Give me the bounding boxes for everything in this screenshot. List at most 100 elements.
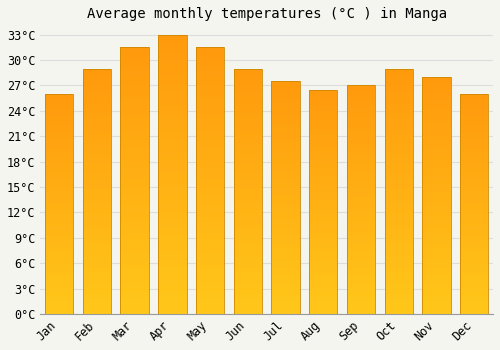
Bar [272, 128, 299, 130]
Bar [45, 151, 74, 153]
Bar [158, 96, 186, 99]
Bar [234, 243, 262, 245]
Bar [234, 231, 262, 233]
Bar [460, 305, 488, 307]
Bar [384, 312, 413, 314]
Bar [309, 195, 338, 197]
Bar [347, 243, 375, 245]
Bar [347, 106, 375, 108]
Bar [422, 300, 450, 302]
Bar [384, 223, 413, 225]
Bar [83, 152, 111, 154]
Bar [196, 101, 224, 103]
Bar [158, 71, 186, 74]
Bar [384, 216, 413, 218]
Bar [234, 145, 262, 147]
Bar [45, 114, 74, 116]
Bar [384, 167, 413, 169]
Bar [422, 257, 450, 259]
Bar [347, 259, 375, 261]
Bar [460, 226, 488, 228]
Bar [196, 263, 224, 266]
Bar [158, 35, 186, 37]
Bar [272, 167, 299, 170]
Bar [158, 121, 186, 124]
Bar [196, 301, 224, 303]
Bar [120, 229, 149, 231]
Bar [384, 105, 413, 108]
Bar [309, 253, 338, 256]
Bar [309, 117, 338, 119]
Bar [422, 129, 450, 132]
Bar [309, 188, 338, 191]
Bar [422, 93, 450, 96]
Bar [309, 168, 338, 170]
Bar [120, 199, 149, 202]
Bar [196, 106, 224, 109]
Bar [234, 294, 262, 297]
Bar [460, 138, 488, 140]
Bar [196, 109, 224, 111]
Bar [158, 202, 186, 205]
Bar [384, 157, 413, 159]
Bar [384, 176, 413, 179]
Bar [309, 92, 338, 94]
Bar [158, 186, 186, 188]
Bar [347, 108, 375, 111]
Bar [272, 121, 299, 123]
Bar [272, 272, 299, 274]
Bar [272, 125, 299, 128]
Bar [422, 86, 450, 89]
Bar [120, 173, 149, 175]
Bar [45, 268, 74, 270]
Bar [234, 130, 262, 132]
Bar [384, 248, 413, 250]
Bar [158, 35, 186, 314]
Bar [272, 274, 299, 277]
Bar [120, 263, 149, 266]
Bar [45, 131, 74, 134]
Bar [234, 125, 262, 127]
Bar [384, 130, 413, 132]
Bar [272, 98, 299, 100]
Bar [309, 300, 338, 303]
Bar [272, 246, 299, 249]
Bar [422, 174, 450, 176]
Bar [422, 82, 450, 84]
Bar [460, 155, 488, 158]
Bar [309, 265, 338, 267]
Bar [422, 252, 450, 255]
Bar [422, 162, 450, 164]
Bar [309, 202, 338, 204]
Bar [83, 213, 111, 216]
Bar [272, 130, 299, 132]
Bar [422, 286, 450, 288]
Bar [272, 179, 299, 181]
Bar [460, 147, 488, 149]
Bar [422, 84, 450, 86]
Bar [347, 197, 375, 200]
Bar [45, 235, 74, 237]
Bar [460, 219, 488, 222]
Bar [272, 105, 299, 107]
Bar [309, 164, 338, 166]
Bar [272, 165, 299, 167]
Bar [45, 283, 74, 285]
Bar [309, 231, 338, 233]
Bar [196, 261, 224, 263]
Bar [120, 141, 149, 144]
Bar [120, 93, 149, 96]
Bar [272, 95, 299, 98]
Bar [158, 82, 186, 85]
Bar [347, 227, 375, 229]
Bar [196, 309, 224, 311]
Bar [158, 119, 186, 121]
Bar [384, 307, 413, 309]
Bar [158, 99, 186, 102]
Bar [45, 261, 74, 263]
Bar [45, 180, 74, 182]
Bar [384, 287, 413, 289]
Bar [45, 279, 74, 281]
Bar [272, 276, 299, 279]
Bar [234, 299, 262, 302]
